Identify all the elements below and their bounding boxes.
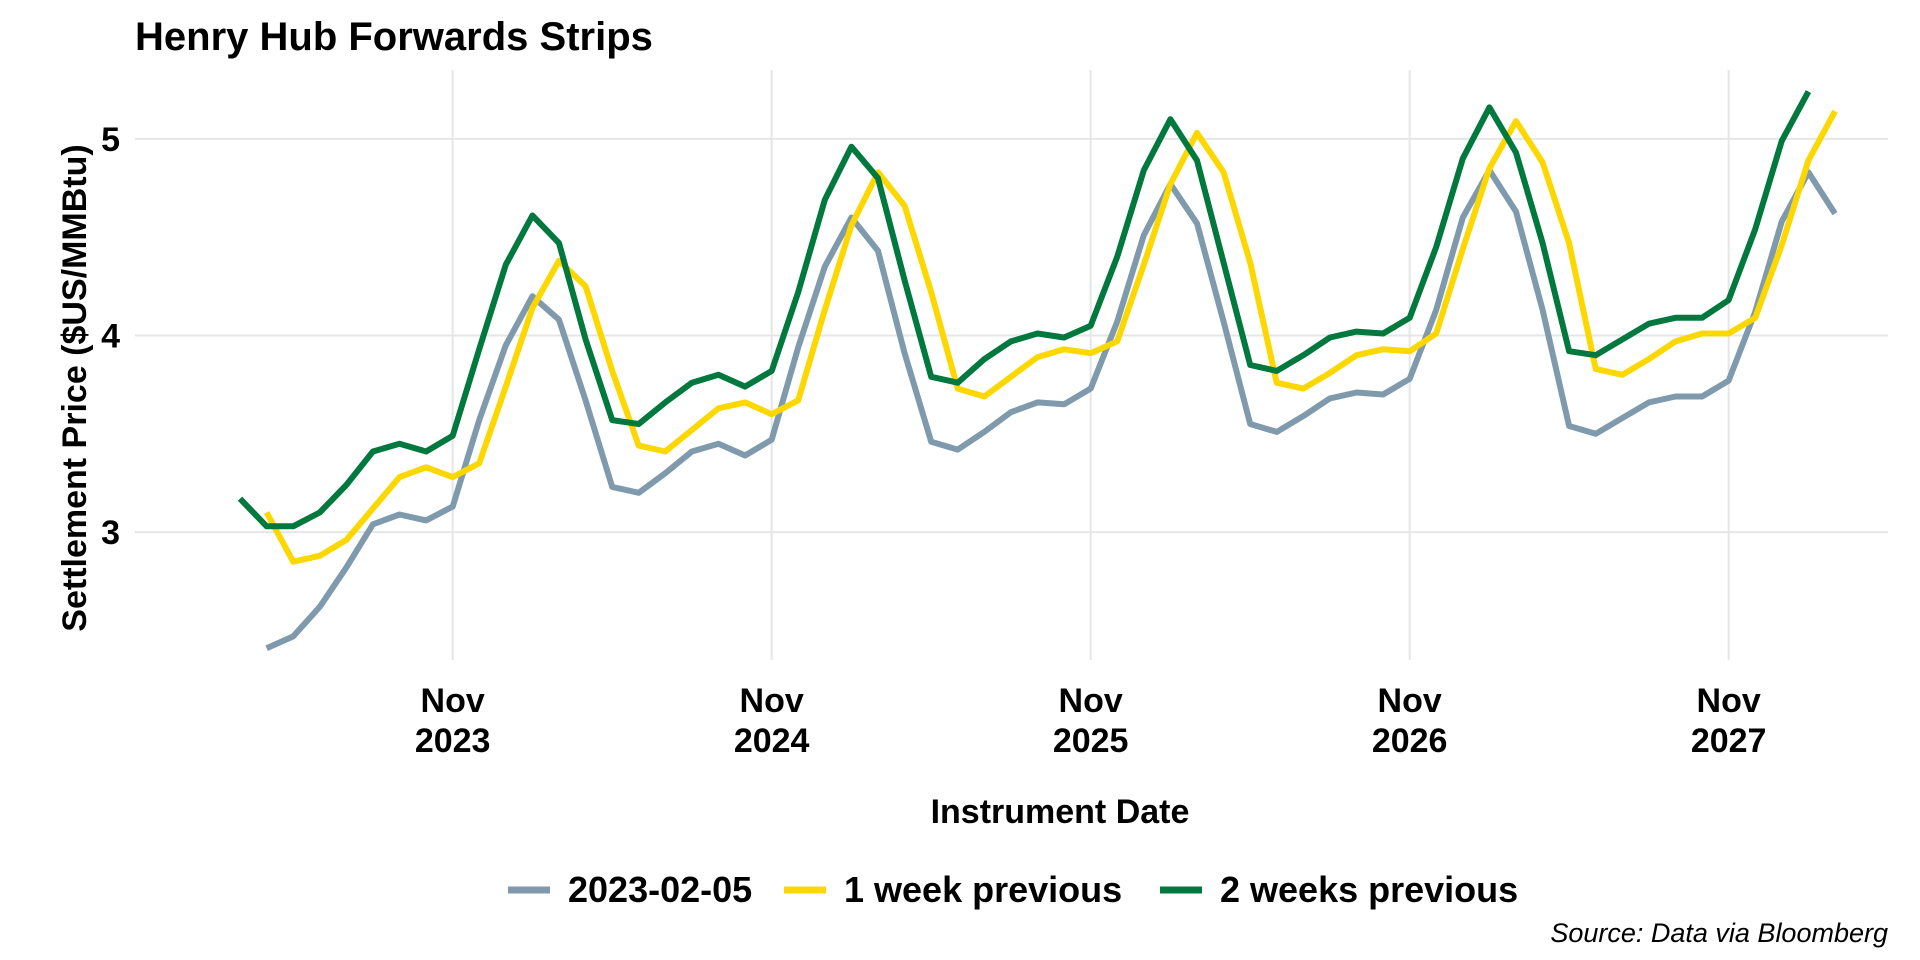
y-axis-ticks: 3 4 5 (101, 121, 120, 552)
series-line-2 (263, 109, 1838, 565)
x-axis-ticks: Nov 2023 Nov 2024 Nov 2025 Nov 2026 Nov 2027 (415, 682, 1767, 760)
x-tick-label: Nov 2026 (1372, 682, 1448, 760)
x-tick-label: Nov 2023 (415, 682, 491, 760)
x-tick-label: Nov 2027 (1691, 682, 1767, 760)
y-tick-label: 5 (101, 121, 120, 159)
x-axis-label: Instrument Date (931, 793, 1190, 831)
legend-label-3: 2 weeks previous (1220, 869, 1518, 910)
y-axis-label: Settlement Price ($US/MMBtu) (56, 144, 94, 631)
series-lines (237, 90, 1838, 651)
x-tick-label: Nov 2024 (734, 682, 810, 760)
chart-title: Henry Hub Forwards Strips (135, 15, 653, 59)
legend-label-1: 2023-02-05 (568, 869, 752, 910)
x-tick-label: Nov 2025 (1053, 682, 1129, 760)
grid (135, 70, 1888, 660)
series-line-3 (237, 90, 1812, 530)
legend-label-2: 1 week previous (844, 869, 1122, 910)
y-tick-label: 4 (101, 318, 120, 356)
y-tick-label: 3 (101, 514, 120, 552)
caption: Source: Data via Bloomberg (1550, 918, 1888, 948)
legend: 2023-02-05 1 week previous 2 weeks previou… (508, 869, 1518, 910)
series-line-1 (265, 167, 1838, 651)
